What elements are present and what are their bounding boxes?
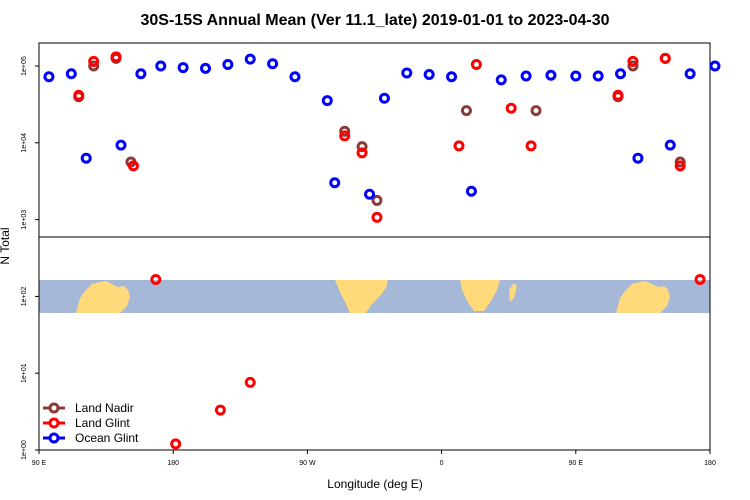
x-tick-label: 90 E <box>569 460 584 467</box>
land-glint-point <box>150 274 162 286</box>
map-land-australia <box>76 281 130 313</box>
land-glint-point <box>170 438 182 450</box>
ocean-glint-point <box>545 69 557 81</box>
x-tick-label: 180 <box>704 460 716 467</box>
x-tick-label: 90 E <box>32 460 47 467</box>
land-glint-point <box>244 376 256 388</box>
map-land-madagascar <box>509 283 517 302</box>
ocean-glint-point <box>155 60 167 72</box>
land-nadir-point <box>339 125 351 137</box>
land-glint-point <box>627 55 639 67</box>
land-nadir-point <box>356 141 368 153</box>
land-glint-point <box>339 130 351 142</box>
land-glint-legend-label: Land Glint <box>75 416 130 430</box>
y-tick-label: 1e+01 <box>21 363 28 383</box>
map-land-australia-repeat <box>616 281 670 313</box>
ocean-glint-legend-marker <box>48 432 60 444</box>
ocean-glint-point <box>321 95 333 107</box>
data-points <box>43 51 721 450</box>
land-glint-legend-marker <box>48 417 60 429</box>
y-tick-label: 1e+00 <box>21 440 28 460</box>
land-glint-point <box>73 89 85 101</box>
ocean-glint-point <box>495 74 507 86</box>
land-glint-point <box>525 140 537 152</box>
land-glint-point <box>505 102 517 114</box>
land-nadir-point <box>88 60 100 72</box>
ocean-glint-point <box>632 152 644 164</box>
ocean-glint-point <box>329 177 341 189</box>
ocean-glint-point <box>364 188 376 200</box>
ocean-glint-point <box>709 60 721 72</box>
land-nadir-point <box>674 156 686 168</box>
ocean-glint-point <box>267 58 279 70</box>
ocean-glint-point <box>684 68 696 80</box>
ocean-glint-point <box>465 185 477 197</box>
ocean-glint-legend-label: Ocean Glint <box>75 431 139 445</box>
ocean-glint-point <box>592 70 604 82</box>
land-nadir-point <box>371 194 383 206</box>
land-glint-point <box>110 51 122 63</box>
y-tick-label: 1e+05 <box>21 56 28 76</box>
ocean-glint-point <box>244 53 256 65</box>
ocean-glint-point <box>200 62 212 74</box>
ocean-glint-point <box>65 68 77 80</box>
y-tick-label: 1e+04 <box>21 133 28 153</box>
land-glint-point <box>694 274 706 286</box>
land-nadir-legend-marker <box>48 402 60 414</box>
land-nadir-point <box>530 105 542 117</box>
ocean-glint-point <box>378 92 390 104</box>
ocean-glint-point <box>401 67 413 79</box>
x-axis: 90 E 180 90 W 0 90 E 180 <box>32 450 716 467</box>
y-axis: 1e+00 1e+01 1e+02 1e+03 1e+04 1e+05 <box>21 56 39 460</box>
ocean-glint-point <box>615 68 627 80</box>
ocean-glint-point <box>520 70 532 82</box>
land-glint-point <box>453 140 465 152</box>
x-tick-label: 0 <box>440 460 444 467</box>
land-nadir-point <box>627 60 639 72</box>
y-axis-label: N Total <box>0 227 12 264</box>
land-nadir-point <box>460 105 472 117</box>
world-map-strip <box>39 280 710 313</box>
land-nadir-legend-label: Land Nadir <box>75 401 134 415</box>
land-glint-point <box>88 55 100 67</box>
land-glint-point <box>612 89 624 101</box>
ocean-glint-point <box>570 70 582 82</box>
x-tick-label: 90 W <box>299 460 316 467</box>
chart-title: 30S-15S Annual Mean (Ver 11.1_late) 2019… <box>141 12 610 29</box>
land-glint-point <box>214 404 226 416</box>
map-land-africa <box>460 280 500 311</box>
map-land-south-america <box>335 280 388 313</box>
ocean-glint-point <box>289 71 301 83</box>
ocean-glint-point <box>135 68 147 80</box>
land-glint-point <box>674 160 686 172</box>
plot-frame <box>38 42 711 451</box>
land-glint-point <box>127 160 139 172</box>
x-tick-label: 180 <box>167 460 179 467</box>
ocean-glint-point <box>446 71 458 83</box>
x-axis-label: Longitude (deg E) <box>327 477 422 491</box>
land-glint-point <box>470 59 482 71</box>
ocean-glint-point <box>80 152 92 164</box>
land-glint-point <box>659 52 671 64</box>
land-glint-point <box>371 211 383 223</box>
ocean-glint-point <box>664 139 676 151</box>
ocean-glint-point <box>177 62 189 74</box>
ocean-glint-point <box>222 59 234 71</box>
ocean-glint-point <box>423 68 435 80</box>
ocean-glint-point <box>43 71 55 83</box>
land-glint-point <box>356 147 368 159</box>
y-tick-label: 1e+03 <box>21 210 28 230</box>
y-tick-label: 1e+02 <box>21 286 28 306</box>
ocean-glint-point <box>115 139 127 151</box>
